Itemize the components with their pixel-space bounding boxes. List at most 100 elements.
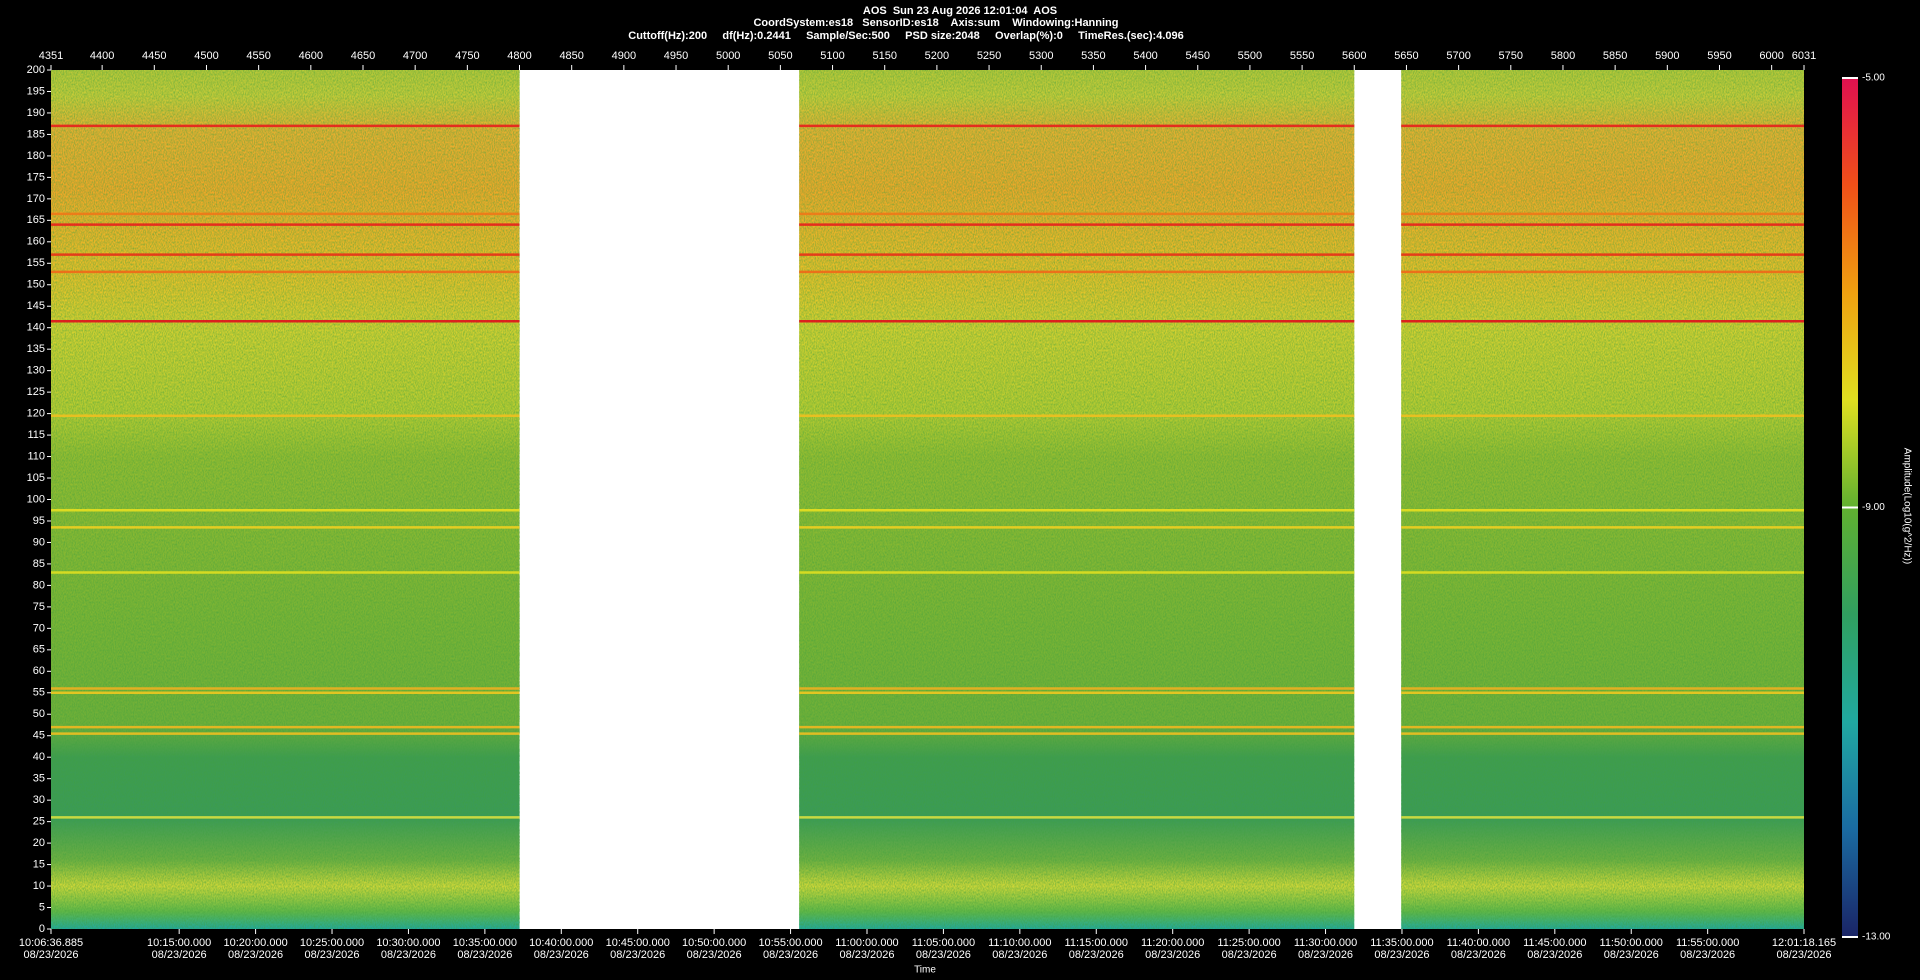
date-tick-label: 08/23/2026 <box>1298 949 1353 961</box>
time-tick-label: 11:55:00.000 <box>1676 937 1739 949</box>
y-tick-label: 20 <box>33 837 45 849</box>
x-tick-label: 4351 <box>39 50 63 62</box>
x-tick-label: 5100 <box>820 50 844 62</box>
date-tick-label: 08/23/2026 <box>1680 949 1735 961</box>
y-tick-label: 80 <box>33 579 45 591</box>
y-tick-label: 130 <box>27 365 45 377</box>
y-tick-label: 15 <box>33 858 45 870</box>
x-tick-label: 4800 <box>507 50 531 62</box>
date-tick-label: 08/23/2026 <box>839 949 894 961</box>
x-tick-label: 4750 <box>455 50 479 62</box>
spectrum-texture <box>51 70 520 929</box>
y-tick-label: 105 <box>27 472 45 484</box>
y-tick-label: 160 <box>27 236 45 248</box>
date-tick-label: 08/23/2026 <box>1069 949 1124 961</box>
x-tick-label: 5600 <box>1342 50 1366 62</box>
subtitle: CoordSystem:es18 SensorID:es18 Axis:sum … <box>753 17 1118 29</box>
y-tick-label: 170 <box>27 193 45 205</box>
date-tick-label: 08/23/2026 <box>1451 949 1506 961</box>
x-tick-label: 4850 <box>559 50 583 62</box>
time-tick-label: 11:15:00.000 <box>1065 937 1128 949</box>
x-tick-label: 4650 <box>351 50 375 62</box>
y-tick-label: 35 <box>33 773 45 785</box>
x-tick-label: 4450 <box>142 50 166 62</box>
time-tick-label: 12:01:18.165 <box>1772 937 1836 949</box>
y-tick-label: 90 <box>33 536 45 548</box>
x-tick-label: 5500 <box>1238 50 1262 62</box>
x-tick-label: 5850 <box>1603 50 1627 62</box>
y-tick-label: 70 <box>33 622 45 634</box>
x-tick-label: 5550 <box>1290 50 1314 62</box>
date-tick-label: 08/23/2026 <box>1374 949 1429 961</box>
date-tick-label: 08/23/2026 <box>1222 949 1277 961</box>
x-tick-label: 5350 <box>1081 50 1105 62</box>
x-tick-label: 5050 <box>768 50 792 62</box>
date-tick-label: 08/23/2026 <box>1145 949 1200 961</box>
time-tick-label: 11:20:00.000 <box>1141 937 1204 949</box>
title: AOS Sun 23 Aug 2026 12:01:04 AOS <box>863 5 1057 17</box>
colorbar-label: Amplitude(Log10(g^2/Hz)) <box>1901 448 1912 564</box>
y-tick-label: 125 <box>27 386 45 398</box>
spectrum-texture <box>1401 70 1804 929</box>
y-tick-label: 175 <box>27 171 45 183</box>
time-tick-label: 10:06:36.885 <box>19 937 83 949</box>
time-tick-label: 10:20:00.000 <box>223 937 287 949</box>
date-tick-label: 08/23/2026 <box>457 949 512 961</box>
y-tick-label: 45 <box>33 730 45 742</box>
x-tick-label: 5750 <box>1499 50 1523 62</box>
x-tick-label: 4900 <box>612 50 636 62</box>
date-tick-label: 08/23/2026 <box>1776 949 1831 961</box>
time-tick-label: 11:25:00.000 <box>1217 937 1280 949</box>
time-tick-label: 11:40:00.000 <box>1447 937 1510 949</box>
time-tick-label: 10:25:00.000 <box>300 937 364 949</box>
y-tick-label: 65 <box>33 644 45 656</box>
time-tick-label: 10:30:00.000 <box>376 937 440 949</box>
x-tick-label: 5150 <box>872 50 896 62</box>
x-tick-label: 6000 <box>1759 50 1783 62</box>
date-tick-label: 08/23/2026 <box>992 949 1047 961</box>
x-tick-label: 5800 <box>1551 50 1575 62</box>
y-tick-label: 60 <box>33 665 45 677</box>
y-tick-label: 145 <box>27 300 45 312</box>
time-tick-label: 11:10:00.000 <box>988 937 1051 949</box>
date-tick-label: 08/23/2026 <box>534 949 589 961</box>
date-tick-label: 08/23/2026 <box>1604 949 1659 961</box>
y-tick-label: 50 <box>33 708 45 720</box>
x-tick-label: 4950 <box>664 50 688 62</box>
time-tick-label: 10:45:00.000 <box>606 937 670 949</box>
date-tick-label: 08/23/2026 <box>152 949 207 961</box>
x-tick-label: 4500 <box>194 50 218 62</box>
y-tick-label: 115 <box>27 429 45 441</box>
colorbar-tick-label: -5.00 <box>1862 73 1885 84</box>
date-tick-label: 08/23/2026 <box>23 949 78 961</box>
y-tick-label: 10 <box>33 880 45 892</box>
y-tick-label: 150 <box>27 279 45 291</box>
colorbar-tick-label: -9.00 <box>1862 502 1885 513</box>
settings-line: Cuttoff(Hz):200 df(Hz):0.2441 Sample/Sec… <box>628 30 1184 42</box>
time-tick-label: 10:35:00.000 <box>453 937 517 949</box>
y-tick-label: 200 <box>27 64 45 76</box>
y-tick-label: 100 <box>27 493 45 505</box>
time-tick-label: 11:30:00.000 <box>1294 937 1357 949</box>
x-tick-label: 6031 <box>1792 50 1816 62</box>
y-tick-label: 30 <box>33 794 45 806</box>
date-tick-label: 08/23/2026 <box>228 949 283 961</box>
time-tick-label: 11:45:00.000 <box>1523 937 1586 949</box>
x-tick-label: 5700 <box>1446 50 1470 62</box>
date-tick-label: 08/23/2026 <box>610 949 665 961</box>
x-axis-label: Time <box>914 965 936 976</box>
x-tick-label: 5200 <box>925 50 949 62</box>
time-tick-label: 11:35:00.000 <box>1370 937 1433 949</box>
y-tick-label: 190 <box>27 107 45 119</box>
x-tick-label: 5400 <box>1133 50 1157 62</box>
date-tick-label: 08/23/2026 <box>687 949 742 961</box>
x-tick-label: 5900 <box>1655 50 1679 62</box>
x-tick-label: 4700 <box>403 50 427 62</box>
y-tick-label: 135 <box>27 343 45 355</box>
y-tick-label: 185 <box>27 128 45 140</box>
y-tick-label: 110 <box>27 450 45 462</box>
y-tick-label: 55 <box>33 687 45 699</box>
time-tick-label: 10:50:00.000 <box>682 937 746 949</box>
date-tick-label: 08/23/2026 <box>916 949 971 961</box>
